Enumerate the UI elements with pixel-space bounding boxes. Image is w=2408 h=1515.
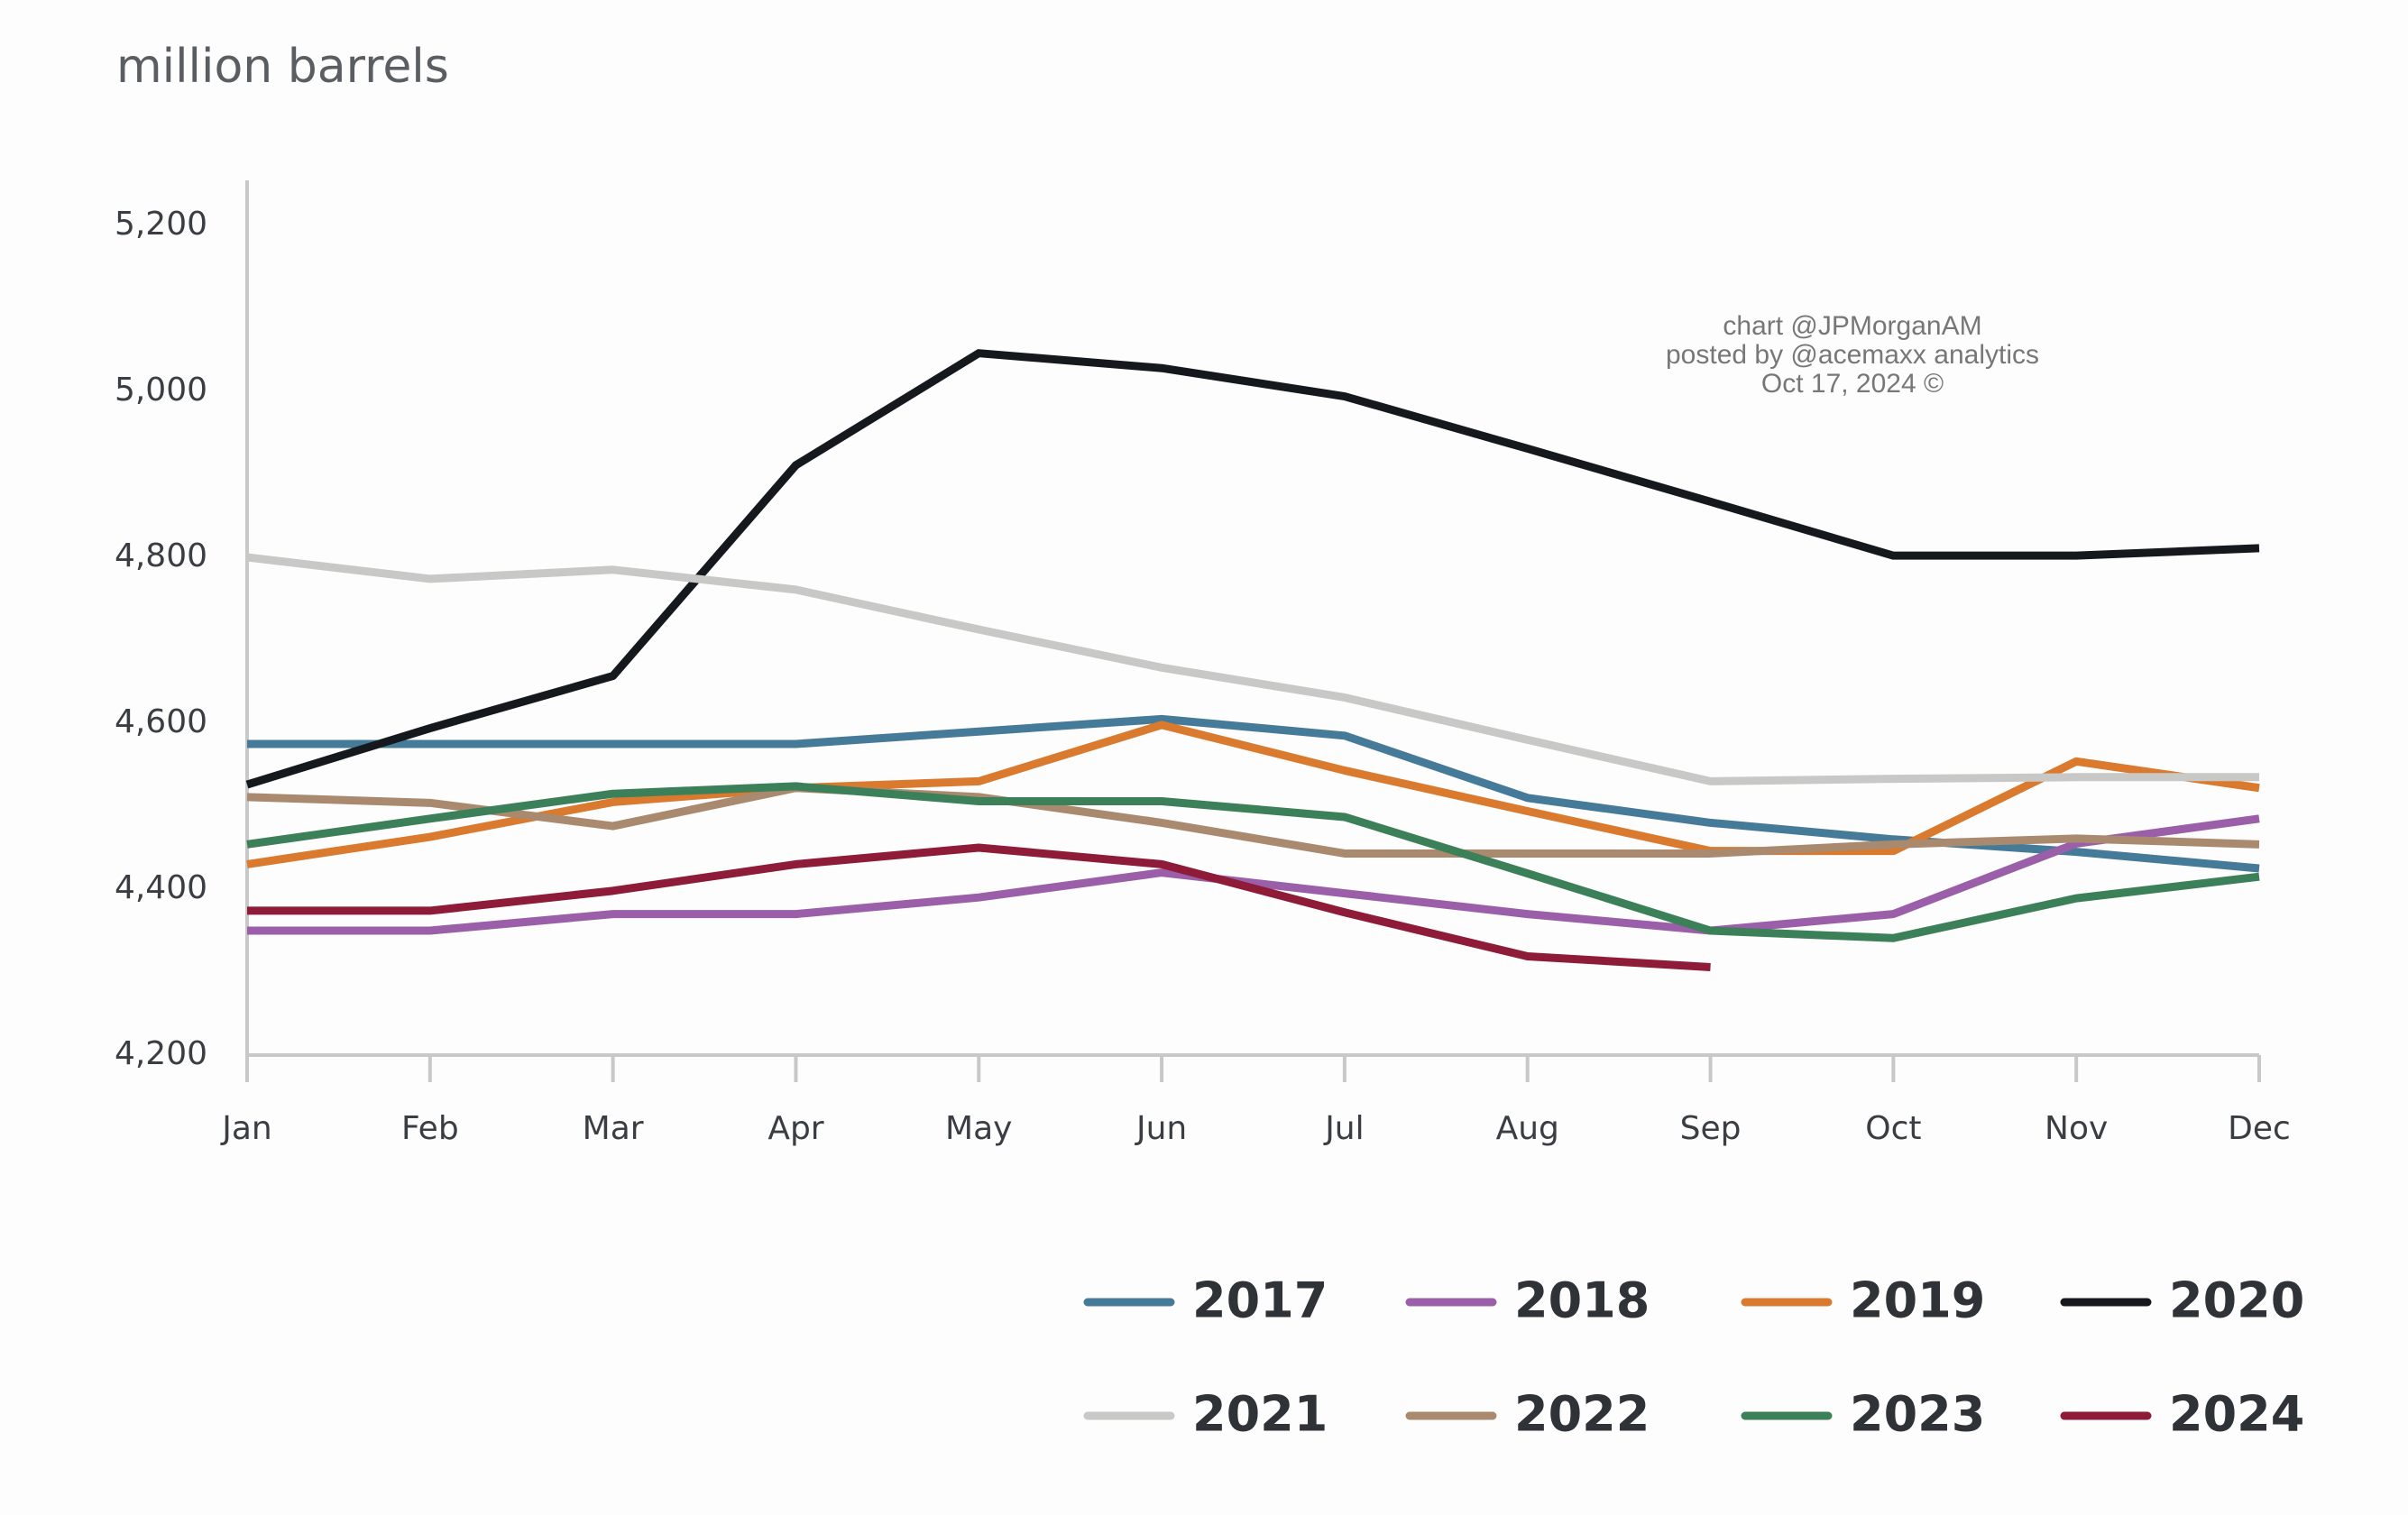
legend-label: 2020 xyxy=(2169,1272,2304,1329)
series-line xyxy=(246,782,2260,942)
legend-label: 2019 xyxy=(1850,1272,1985,1329)
series-line xyxy=(247,814,2260,935)
x-tick-label: Dec xyxy=(2228,1110,2291,1147)
series-line xyxy=(246,553,2259,785)
y-tick-label: 5,000 xyxy=(115,372,207,409)
y-tick-label: 4,800 xyxy=(115,537,207,574)
series-line xyxy=(246,721,2260,868)
x-tick-label: Mar xyxy=(583,1110,644,1147)
x-tick-label: Jan xyxy=(220,1110,272,1147)
series-line xyxy=(246,784,2260,858)
x-tick-label: Oct xyxy=(1865,1110,1921,1147)
annotation: Oct 17, 2024 © xyxy=(1761,369,1944,399)
y-tick-label: 4,200 xyxy=(115,1035,207,1072)
x-tick-label: Jun xyxy=(1135,1110,1187,1147)
x-tick-label: Nov xyxy=(2045,1110,2108,1147)
x-tick-label: Apr xyxy=(767,1110,823,1147)
chart-title: million barrels xyxy=(116,40,449,94)
legend-label: 2021 xyxy=(1192,1386,1328,1443)
annotation: chart @JPMorganAM xyxy=(1723,311,1981,341)
legend-label: 2022 xyxy=(1514,1386,1650,1443)
annotation: posted by @acemaxx analytics xyxy=(1666,340,2039,370)
x-tick-label: May xyxy=(945,1110,1012,1147)
x-tick-label: Sep xyxy=(1680,1110,1742,1147)
legend-label: 2024 xyxy=(2169,1386,2304,1443)
y-tick-label: 4,600 xyxy=(115,703,207,740)
x-tick-label: Jul xyxy=(1323,1110,1364,1147)
x-tick-label: Feb xyxy=(401,1110,459,1147)
y-tick-label: 5,200 xyxy=(115,206,207,243)
legend-label: 2023 xyxy=(1850,1386,1985,1443)
series-line xyxy=(245,349,2260,789)
y-tick-label: 4,400 xyxy=(115,869,207,906)
legend-label: 2018 xyxy=(1514,1272,1650,1329)
legend-label: 2017 xyxy=(1192,1272,1328,1329)
x-tick-label: Aug xyxy=(1496,1110,1559,1147)
series-line xyxy=(247,843,1711,971)
